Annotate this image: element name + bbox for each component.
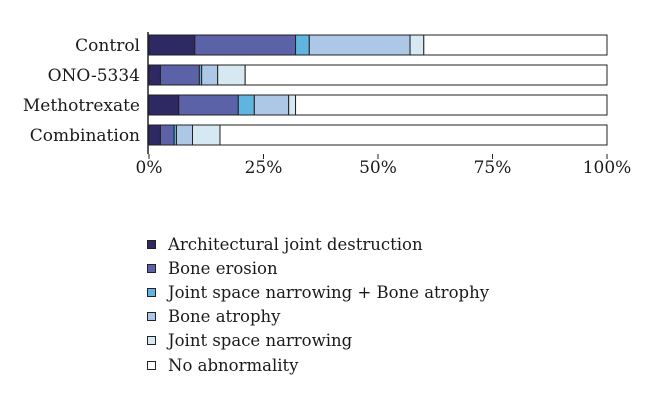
legend-label: Joint space narrowing bbox=[168, 331, 353, 351]
legend-swatch bbox=[147, 239, 156, 249]
category-label-methotrexate: Methotrexate bbox=[23, 96, 140, 116]
x-tick-label-2: 50% bbox=[359, 158, 397, 178]
bar-methotrexate-architectural-joint-destruction bbox=[148, 94, 180, 116]
legend-item-bone-atrophy: Bone atrophy bbox=[147, 305, 489, 329]
bar-methotrexate-joint-space-narrowing-bone-atrophy bbox=[237, 94, 255, 116]
legend-swatch bbox=[147, 360, 156, 370]
legend-label: Bone erosion bbox=[168, 258, 278, 278]
bar-ono-5334-no-abnormality bbox=[244, 64, 608, 86]
bar-methotrexate-bone-erosion bbox=[178, 94, 239, 116]
bar-methotrexate-no-abnormality bbox=[295, 94, 608, 116]
category-label-ono-5334: ONO-5334 bbox=[48, 66, 140, 86]
bar-control-architectural-joint-destruction bbox=[148, 34, 196, 56]
chart-legend: Architectural joint destruction Bone eros… bbox=[147, 232, 489, 377]
bar-methotrexate-joint-space-narrowing bbox=[288, 94, 297, 116]
bar-control-joint-space-narrowing-bone-atrophy bbox=[295, 34, 310, 56]
bar-ono-5334-architectural-joint-destruction bbox=[148, 64, 161, 86]
x-tick-label-3: 75% bbox=[474, 158, 512, 178]
bar-combination-bone-atrophy bbox=[175, 124, 194, 146]
bar-methotrexate-bone-atrophy bbox=[253, 94, 290, 116]
bar-combination-no-abnormality bbox=[219, 124, 608, 146]
bars-group bbox=[148, 34, 608, 146]
legend-swatch bbox=[147, 336, 156, 346]
legend-swatch bbox=[147, 263, 156, 273]
legend-item-no-abnormality: No abnormality bbox=[147, 353, 489, 377]
legend-item-architectural-joint-destruction: Architectural joint destruction bbox=[147, 232, 489, 256]
bar-control-no-abnormality bbox=[423, 34, 608, 56]
bar-control-bone-erosion bbox=[194, 34, 297, 56]
bar-ono-5334-bone-atrophy bbox=[201, 64, 219, 86]
x-tick-label-4: 100% bbox=[583, 158, 632, 178]
legend-item-joint-space-narrowing: Joint space narrowing bbox=[147, 329, 489, 353]
legend-item-joint-space-narrowing-bone-atrophy: Joint space narrowing + Bone atrophy bbox=[147, 280, 489, 304]
bar-control-joint-space-narrowing bbox=[409, 34, 425, 56]
bar-combination-bone-erosion bbox=[159, 124, 175, 146]
legend-item-bone-erosion: Bone erosion bbox=[147, 256, 489, 280]
legend-label: No abnormality bbox=[168, 355, 299, 375]
legend-label: Joint space narrowing + Bone atrophy bbox=[168, 282, 490, 302]
legend-swatch bbox=[147, 287, 156, 297]
x-tick-label-1: 25% bbox=[245, 158, 283, 178]
bar-ono-5334-bone-erosion bbox=[159, 64, 200, 86]
bar-combination-joint-space-narrowing bbox=[192, 124, 221, 146]
x-tick-label-0: 0% bbox=[136, 158, 163, 178]
bar-ono-5334-joint-space-narrowing bbox=[217, 64, 246, 86]
legend-label: Bone atrophy bbox=[168, 307, 281, 327]
legend-swatch bbox=[147, 312, 156, 322]
legend-label: Architectural joint destruction bbox=[168, 234, 423, 254]
category-label-combination: Combination bbox=[30, 126, 140, 146]
category-label-control: Control bbox=[75, 36, 140, 56]
bar-control-bone-atrophy bbox=[308, 34, 411, 56]
x-ticks-group: 0% 25% 50% 75% 100% bbox=[136, 154, 632, 178]
bar-combination-architectural-joint-destruction bbox=[148, 124, 161, 146]
category-labels-group: Control ONO-5334 Methotrexate Combination bbox=[23, 36, 140, 146]
